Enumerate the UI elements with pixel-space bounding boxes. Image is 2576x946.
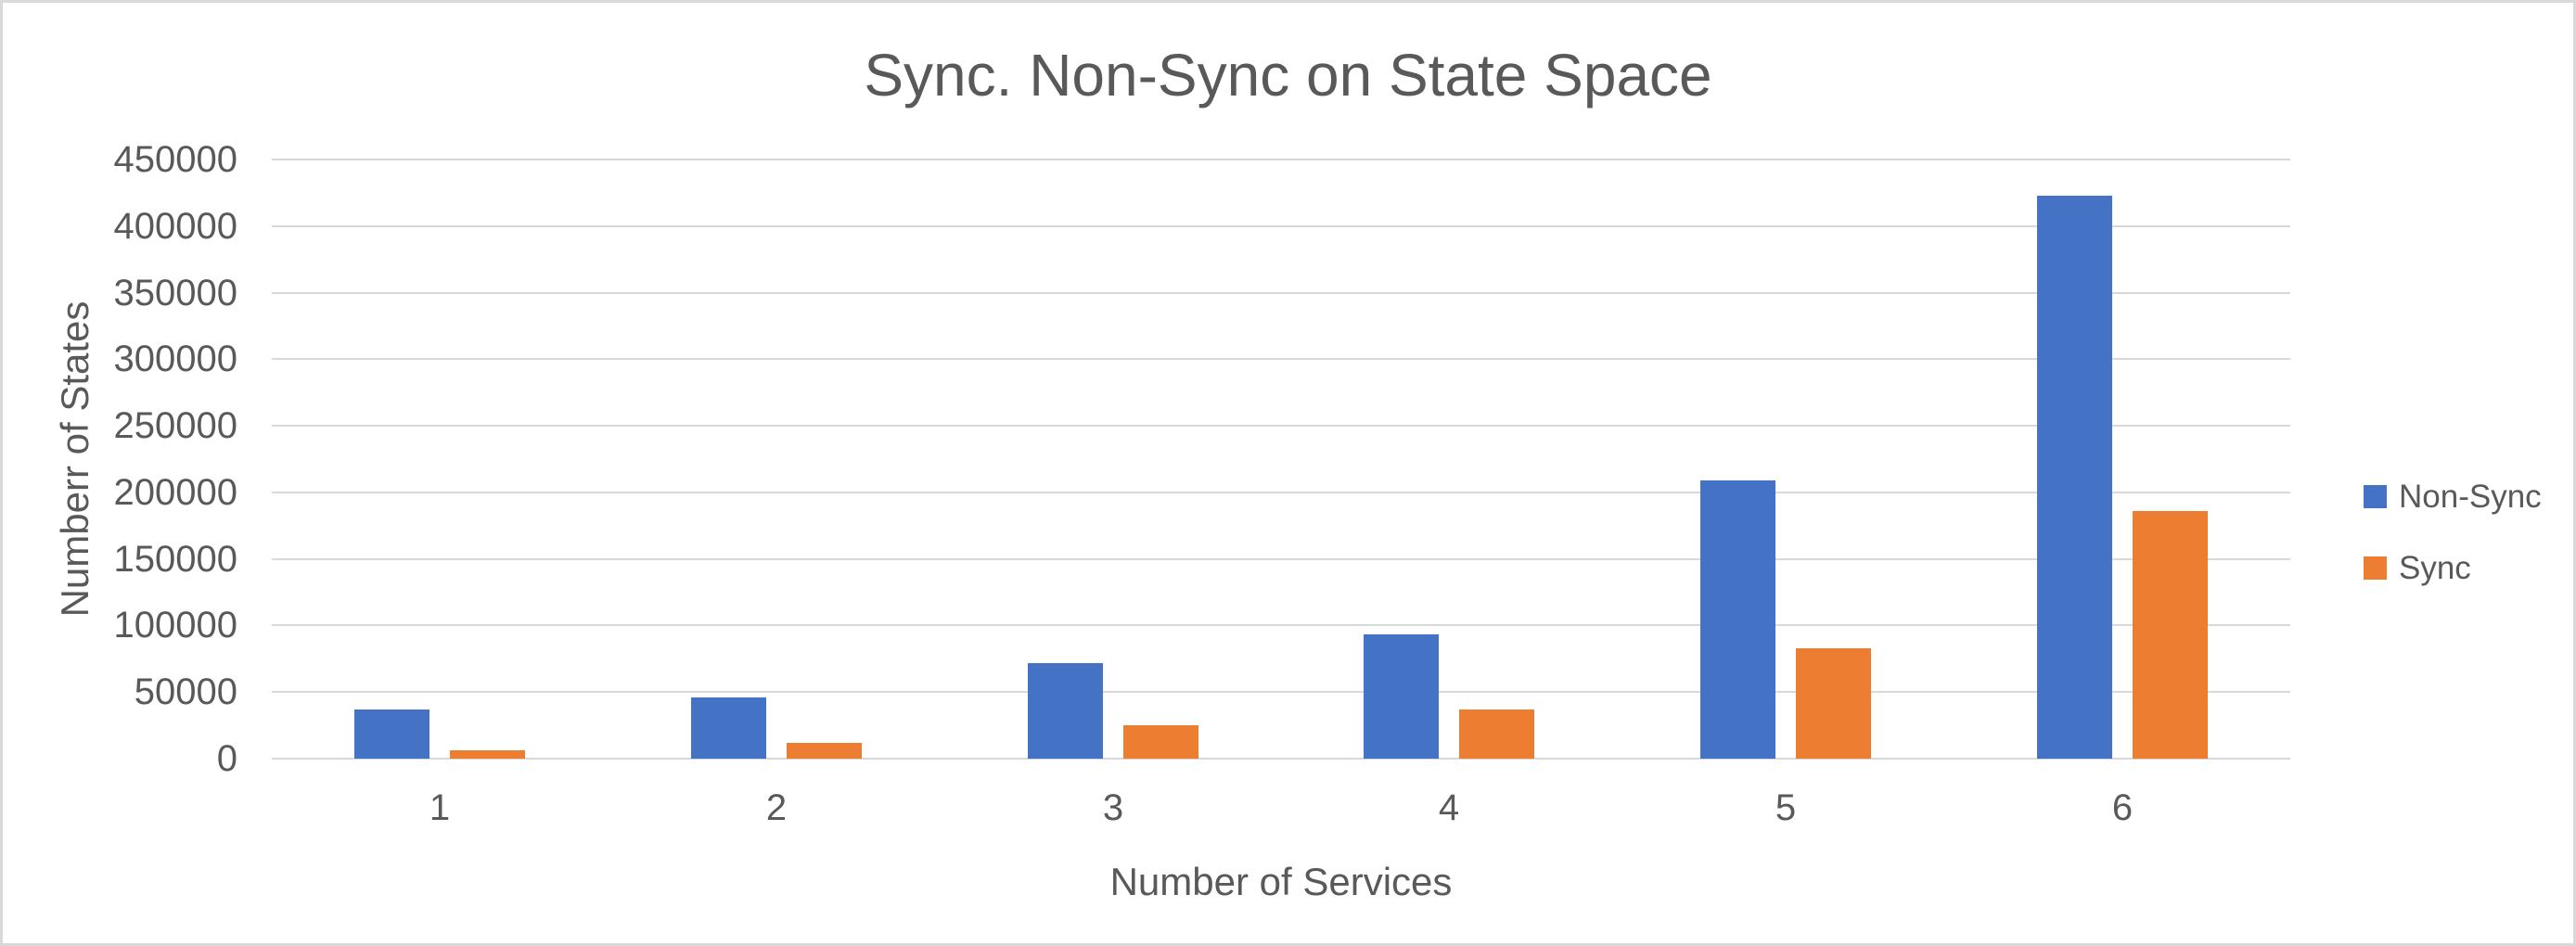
gridline-0 (272, 758, 2290, 760)
x-tick-label-1: 1 (429, 787, 451, 828)
x-tick-label-4: 4 (1438, 787, 1460, 828)
y-tick-label-250000: 250000 (113, 405, 237, 447)
gridline-400000 (272, 224, 2290, 227)
gridline-100000 (272, 624, 2290, 627)
legend: Non-Sync Sync (2364, 480, 2542, 584)
bar-non-sync-category-6 (2037, 196, 2112, 759)
bar-non-sync-category-4 (1364, 634, 1439, 759)
gridline-50000 (272, 691, 2290, 694)
gridline-300000 (272, 358, 2290, 361)
y-tick-label-200000: 200000 (113, 471, 237, 513)
bar-sync-category-4 (1459, 710, 1534, 759)
x-tick-label-6: 6 (2111, 787, 2134, 828)
legend-entry-sync: Sync (2364, 552, 2542, 584)
legend-entry-non-sync: Non-Sync (2364, 480, 2542, 513)
bar-sync-category-5 (1796, 648, 1871, 759)
x-tick-label-2: 2 (765, 787, 788, 828)
y-tick-label-150000: 150000 (113, 538, 237, 580)
chart-title: Sync. Non-Sync on State Space (864, 42, 1712, 109)
y-tick-label-300000: 300000 (113, 339, 237, 380)
bar-sync-category-2 (787, 743, 862, 759)
y-tick-label-50000: 50000 (134, 671, 237, 713)
y-tick-label-400000: 400000 (113, 205, 237, 247)
x-tick-label-3: 3 (1102, 787, 1124, 828)
x-tick-label-5: 5 (1775, 787, 1797, 828)
bar-sync-category-1 (450, 750, 525, 759)
y-tick-label-100000: 100000 (113, 605, 237, 646)
gridline-200000 (272, 491, 2290, 493)
bar-sync-category-6 (2133, 511, 2208, 759)
gridline-250000 (272, 425, 2290, 428)
x-axis-title: Number of Services (1109, 860, 1453, 903)
gridline-450000 (272, 159, 2290, 160)
gridline-350000 (272, 291, 2290, 294)
plot-area (272, 159, 2290, 760)
legend-swatch-non-sync (2364, 485, 2387, 508)
bar-non-sync-category-5 (1700, 480, 1775, 759)
y-tick-label-0: 0 (216, 738, 237, 779)
legend-label-non-sync: Non-Sync (2399, 479, 2542, 515)
bar-sync-category-3 (1123, 725, 1198, 759)
bar-non-sync-category-1 (354, 710, 429, 759)
legend-swatch-sync (2364, 556, 2387, 580)
bar-non-sync-category-2 (691, 697, 766, 759)
gridline-150000 (272, 557, 2290, 560)
y-tick-label-350000: 350000 (113, 272, 237, 313)
y-tick-label-450000: 450000 (113, 139, 237, 180)
bar-non-sync-category-3 (1028, 663, 1103, 759)
legend-label-sync: Sync (2399, 550, 2471, 586)
